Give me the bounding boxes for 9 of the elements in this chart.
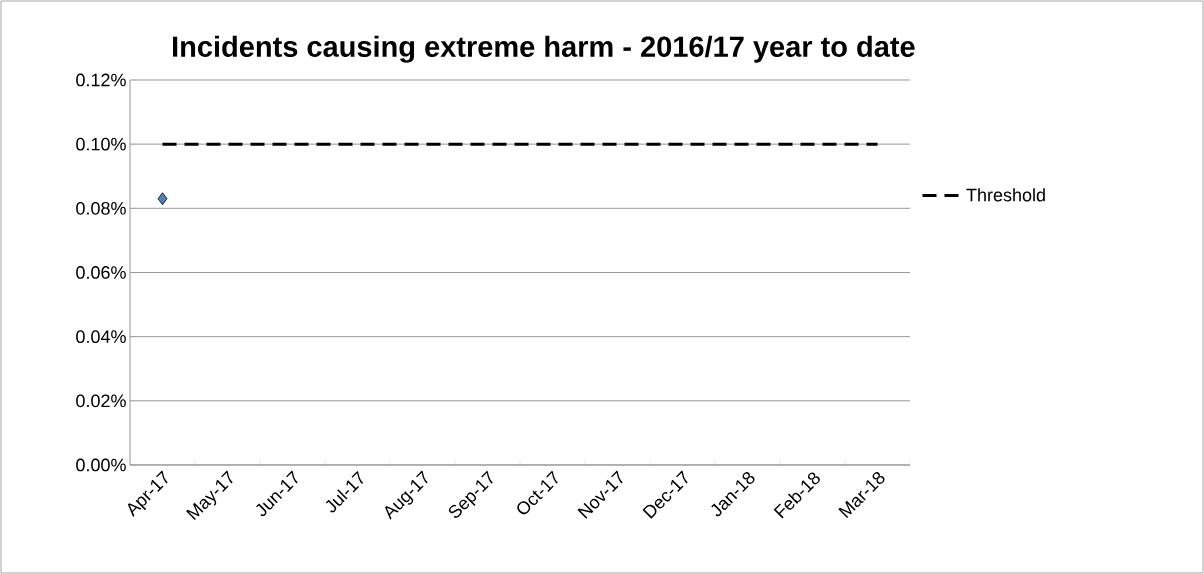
y-tick-label: 0.02% [76,394,126,408]
y-tick-label: 0.12% [76,73,126,87]
y-tick-label: 0.00% [76,458,126,472]
y-tick-label: 0.06% [76,266,126,279]
y-tick-label: 0.04% [76,330,126,344]
legend-label: Threshold [966,188,1045,202]
y-tick-label: 0.10% [76,137,126,151]
chart-title: Incidents causing extreme harm - 2016/17 year to date [173,35,915,63]
y-tick-label: 0.08% [76,201,126,215]
